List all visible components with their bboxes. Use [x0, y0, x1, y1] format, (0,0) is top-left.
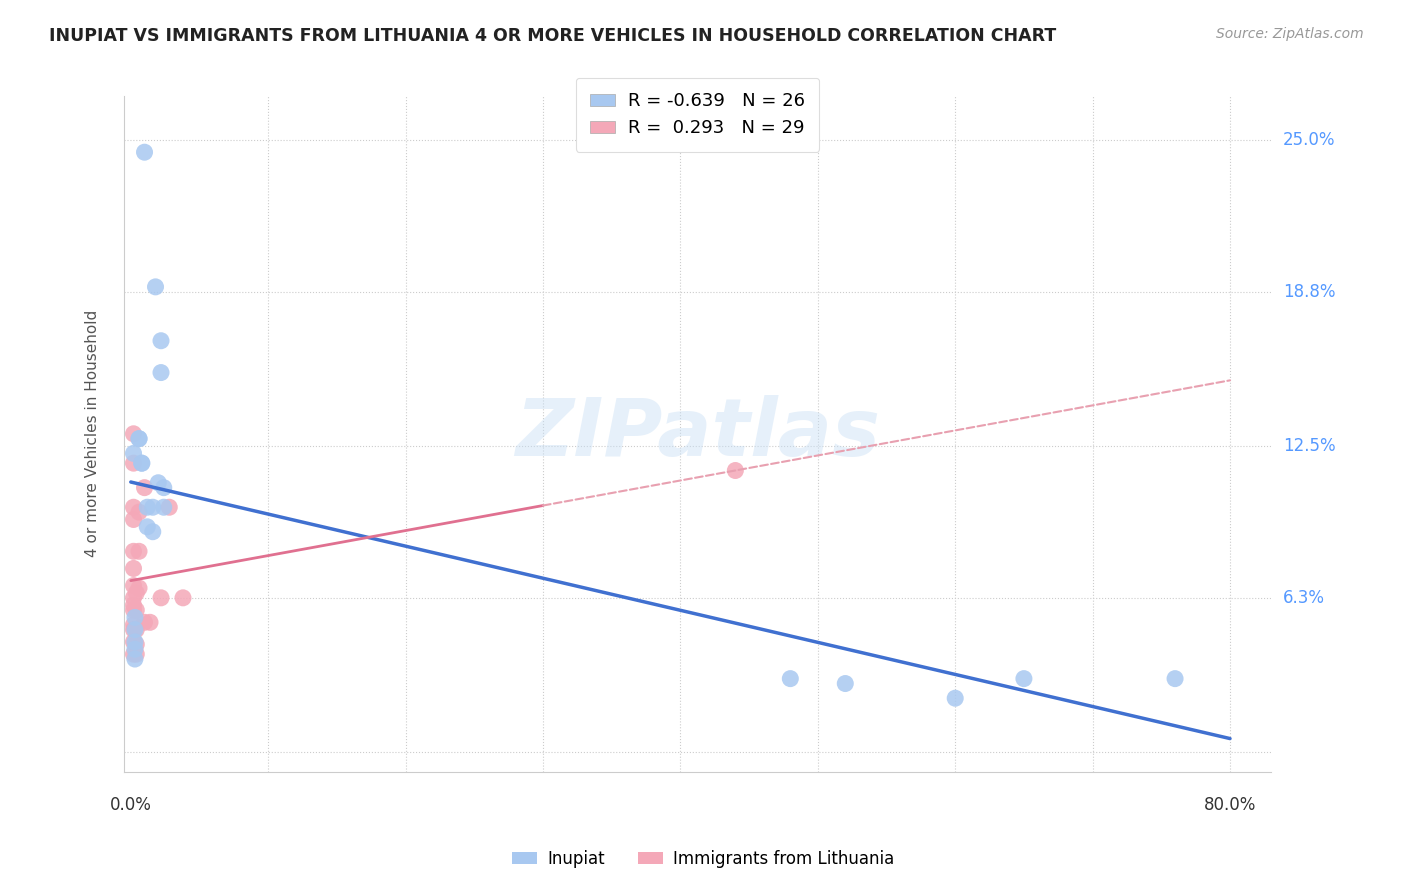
Point — [128, 432, 150, 446]
Point — [134, 145, 156, 160]
Point — [150, 334, 173, 348]
Y-axis label: 4 or more Vehicles in Household: 4 or more Vehicles in Household — [86, 310, 100, 558]
Point — [125, 637, 148, 651]
Point — [131, 456, 153, 470]
Point — [128, 432, 150, 446]
Text: Source: ZipAtlas.com: Source: ZipAtlas.com — [1216, 27, 1364, 41]
Point — [125, 586, 148, 600]
Point — [122, 591, 145, 605]
Point — [122, 456, 145, 470]
Text: 6.3%: 6.3% — [1282, 589, 1324, 607]
Point — [139, 615, 162, 630]
Point — [122, 578, 145, 592]
Point — [122, 603, 145, 617]
Point — [125, 647, 148, 661]
Point — [122, 446, 145, 460]
Point — [124, 635, 146, 649]
Point — [125, 603, 148, 617]
Point — [124, 623, 146, 637]
Point — [142, 500, 165, 515]
Point — [122, 426, 145, 441]
Point — [1164, 672, 1187, 686]
Point — [128, 544, 150, 558]
Point — [779, 672, 801, 686]
Point — [148, 475, 170, 490]
Point — [125, 623, 148, 637]
Text: INUPIAT VS IMMIGRANTS FROM LITHUANIA 4 OR MORE VEHICLES IN HOUSEHOLD CORRELATION: INUPIAT VS IMMIGRANTS FROM LITHUANIA 4 O… — [49, 27, 1056, 45]
Point — [122, 561, 145, 575]
Point — [122, 544, 145, 558]
Point — [134, 481, 156, 495]
Point — [122, 647, 145, 661]
Point — [1012, 672, 1035, 686]
Point — [122, 617, 145, 632]
Point — [943, 691, 966, 706]
Point — [122, 512, 145, 526]
Point — [122, 598, 145, 612]
Point — [124, 642, 146, 657]
Legend: R = -0.639   N = 26, R =  0.293   N = 29: R = -0.639 N = 26, R = 0.293 N = 29 — [575, 78, 820, 152]
Point — [134, 615, 156, 630]
Point — [122, 500, 145, 515]
Point — [131, 456, 153, 470]
Point — [152, 481, 174, 495]
Point — [136, 520, 159, 534]
Point — [128, 505, 150, 519]
Point — [157, 500, 180, 515]
Point — [724, 463, 747, 477]
Text: ZIPatlas: ZIPatlas — [515, 395, 880, 473]
Point — [124, 610, 146, 624]
Point — [145, 280, 167, 294]
Point — [142, 524, 165, 539]
Point — [122, 623, 145, 637]
Point — [122, 635, 145, 649]
Legend: Inupiat, Immigrants from Lithuania: Inupiat, Immigrants from Lithuania — [505, 844, 901, 875]
Text: 12.5%: 12.5% — [1282, 437, 1336, 455]
Point — [124, 652, 146, 666]
Point — [152, 500, 174, 515]
Point — [172, 591, 194, 605]
Text: 0.0%: 0.0% — [110, 797, 152, 814]
Point — [150, 591, 173, 605]
Point — [128, 581, 150, 595]
Point — [834, 676, 856, 690]
Text: 25.0%: 25.0% — [1282, 131, 1336, 149]
Text: 18.8%: 18.8% — [1282, 283, 1336, 301]
Point — [150, 366, 173, 380]
Text: 80.0%: 80.0% — [1204, 797, 1256, 814]
Point — [136, 500, 159, 515]
